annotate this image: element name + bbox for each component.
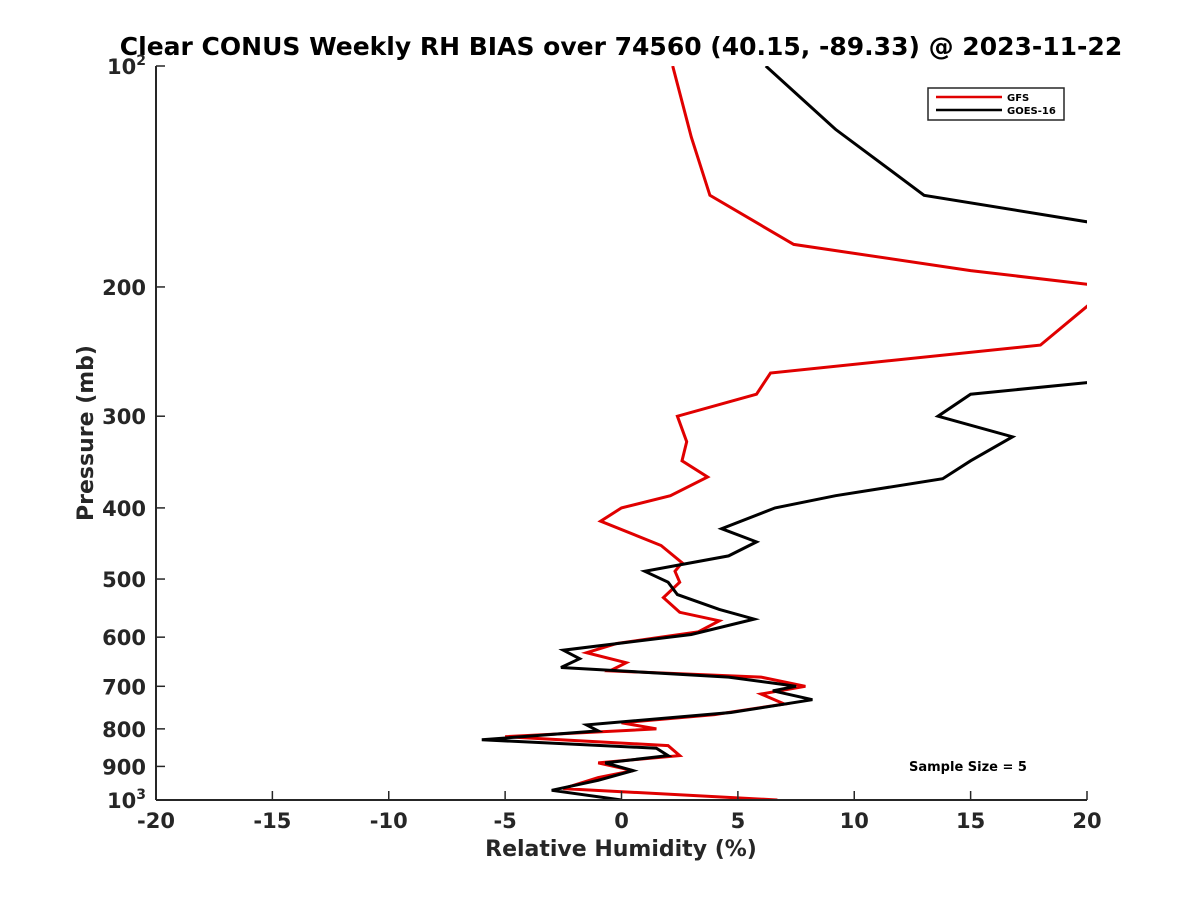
x-tick-label: -20: [137, 809, 175, 833]
x-tick-label: -10: [370, 809, 408, 833]
plot-area: -20 -15 -10 -5 0 5 10 15 20 102 200 300 400 500 600 70…: [102, 53, 1102, 833]
x-tick-label: 15: [956, 809, 985, 833]
x-tick-label: 20: [1072, 809, 1101, 833]
series-line-gfs: [505, 66, 1087, 800]
x-tick-label: 5: [731, 809, 746, 833]
x-tick-label: 10: [840, 809, 869, 833]
y-tick-label: 900: [102, 755, 146, 779]
y-tick-label: 200: [102, 276, 146, 300]
chart-title: Clear CONUS Weekly RH BIAS over 74560 (4…: [120, 32, 1122, 61]
y-tick-label: 600: [102, 626, 146, 650]
series-line-goes16: [481, 66, 1087, 800]
y-tick-label: 102: [107, 53, 146, 79]
y-tick-label: 700: [102, 675, 146, 699]
legend-box: [927, 87, 1065, 121]
series-layer: [481, 66, 1087, 800]
chart-legend: GFS GOES-16: [927, 87, 1065, 121]
y-tick-label: 300: [102, 405, 146, 429]
x-tick-label: -5: [493, 809, 516, 833]
y-axis-label: Pressure (mb): [74, 345, 99, 521]
legend-label-gfs: GFS: [1007, 93, 1029, 104]
x-axis-ticks: -20 -15 -10 -5 0 5 10 15 20: [137, 791, 1102, 833]
y-tick-label: 500: [102, 568, 146, 592]
x-axis-label: Relative Humidity (%): [485, 837, 757, 862]
y-tick-label: 800: [102, 718, 146, 742]
legend-label-goes16: GOES-16: [1007, 106, 1056, 117]
x-tick-label: 0: [614, 809, 629, 833]
y-tick-label: 400: [102, 497, 146, 521]
sample-size-annotation: Sample Size = 5: [909, 760, 1027, 775]
x-tick-label: -15: [253, 809, 291, 833]
